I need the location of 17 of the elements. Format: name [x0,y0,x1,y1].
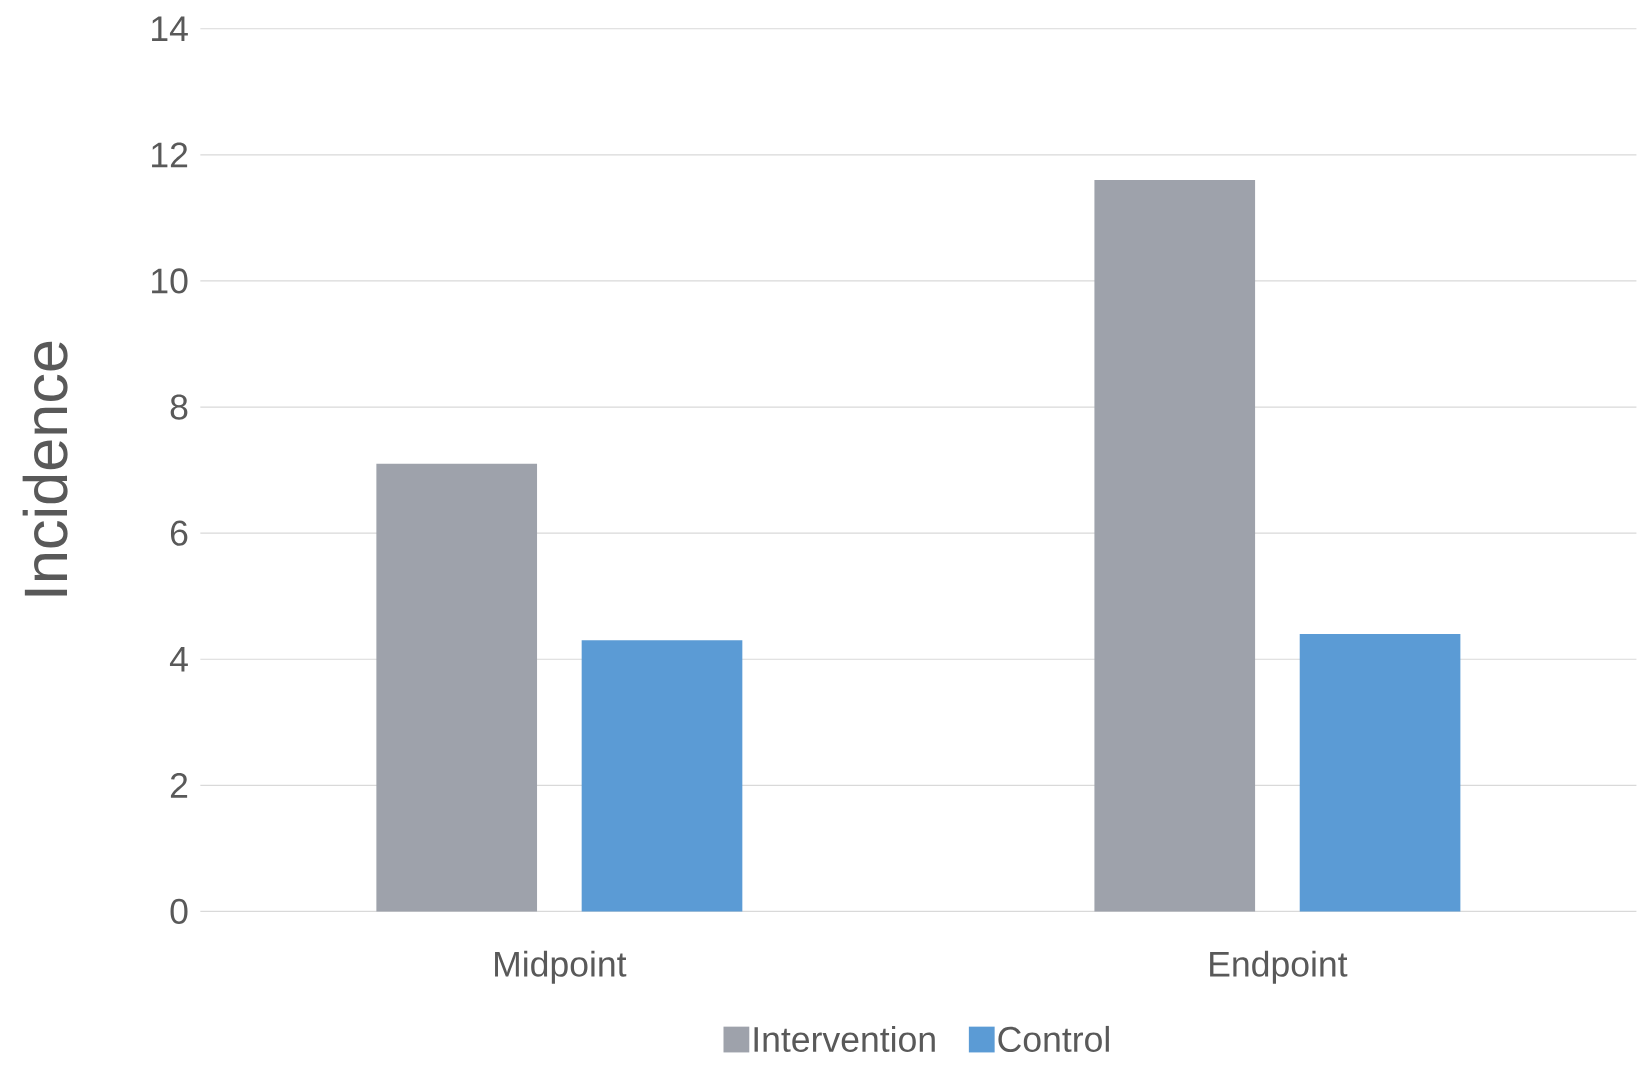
legend-label: Intervention [754,1025,935,1052]
bar [1299,633,1461,912]
y-tick-label: 2 [170,772,188,798]
bar [581,640,743,912]
x-tick-label: Endpoint [1210,950,1348,984]
y-tick-label: 4 [169,646,188,672]
bar [1094,180,1256,912]
y-tick-label: 12 [152,142,188,168]
y-tick-label: 10 [152,268,188,294]
y-tick-label: 0 [170,898,188,924]
legend-label: Control [998,1025,1109,1052]
y-tick-label: 14 [152,16,188,41]
bar [376,463,538,912]
y-axis-title: Incidence [22,341,68,596]
x-tick-label: Midpoint [495,950,627,984]
y-tick-label: 8 [170,394,188,420]
y-tick-label: 6 [170,520,188,546]
